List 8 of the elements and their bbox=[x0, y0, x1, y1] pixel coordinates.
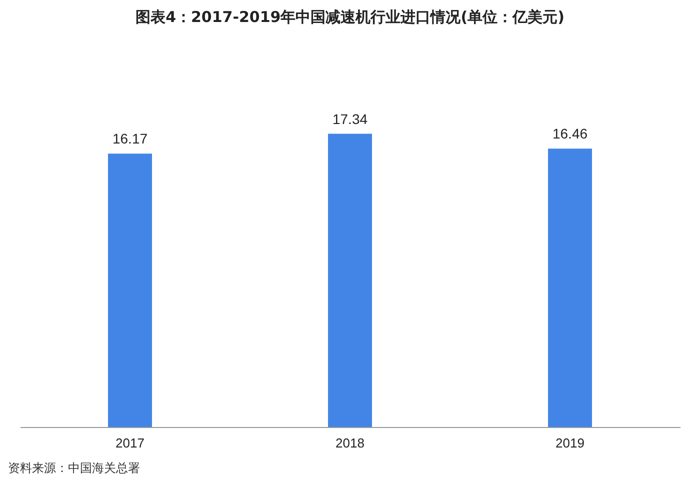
data-label: 16.46 bbox=[552, 126, 588, 142]
x-tick-label: 2017 bbox=[116, 436, 144, 450]
x-tick-label: 2018 bbox=[336, 436, 364, 450]
data-label: 16.17 bbox=[112, 130, 148, 147]
data-label: 17.34 bbox=[332, 110, 368, 127]
text: 资料来源：中国海关总署 bbox=[8, 460, 140, 477]
x-tick-label: 2019 bbox=[556, 436, 584, 450]
chart-title: 图表4：2017-2019年中国减速机行业进口情况(单位：亿美元) bbox=[136, 8, 564, 26]
